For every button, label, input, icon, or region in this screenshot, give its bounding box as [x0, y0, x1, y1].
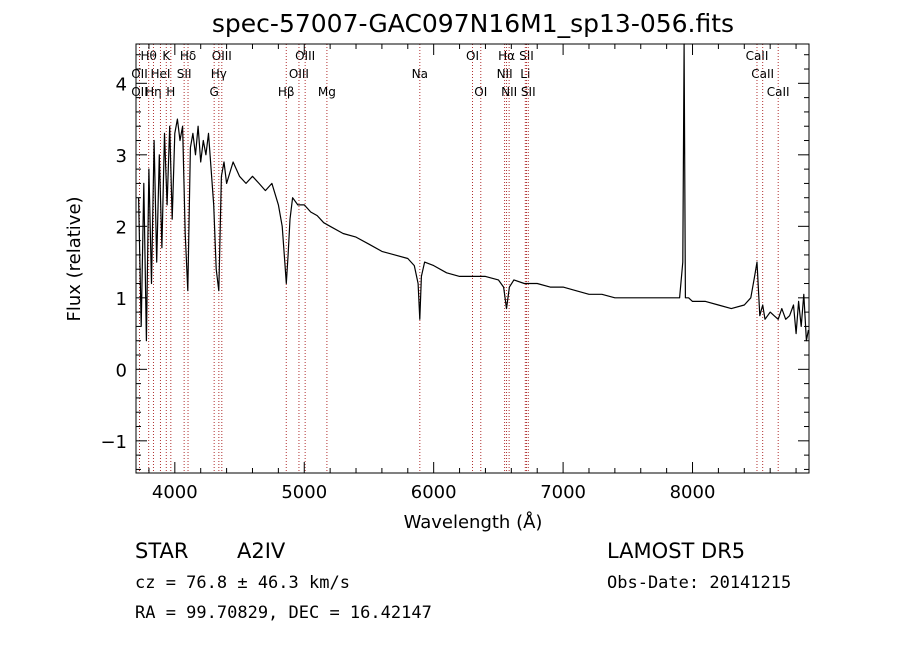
redshift-cz: cz = 76.8 ± 46.3 km/s [135, 573, 350, 593]
y-tick-label: 1 [116, 289, 127, 310]
line-marker-label: Mg [318, 85, 336, 99]
x-tick-label: 4000 [152, 482, 198, 503]
object-subclass: A2IV [237, 539, 286, 563]
observation-date: Obs-Date: 20141215 [607, 573, 792, 593]
line-marker-label: HeI [150, 67, 170, 81]
chart-title: spec-57007-GAC097N16M1_sp13-056.fits [212, 9, 734, 38]
x-tick-label: 7000 [540, 482, 586, 503]
x-axis-label: Wavelength (Å) [404, 511, 543, 533]
line-marker-label: OIII [295, 49, 315, 63]
survey-name: LAMOST DR5 [607, 539, 746, 563]
y-tick-label: 3 [116, 146, 127, 167]
object-class: STAR [135, 539, 189, 563]
line-marker-label: CaII [767, 85, 790, 99]
line-marker-label: Li [520, 67, 530, 81]
y-tick-label: −1 [100, 432, 127, 453]
line-marker-label: K [162, 49, 171, 63]
line-marker-label: NII [501, 85, 517, 99]
line-marker-label: CaII [746, 49, 769, 63]
line-marker-label: SII [521, 85, 536, 99]
line-marker-label: OI [474, 85, 487, 99]
line-marker-label: Hγ [211, 67, 227, 81]
line-marker-label: OIII [289, 67, 309, 81]
y-axis-label: Flux (relative) [64, 196, 85, 321]
line-marker-label: OIII [212, 49, 232, 63]
line-marker-label: CaII [751, 67, 774, 81]
x-tick-label: 6000 [411, 482, 457, 503]
coordinates: RA = 99.70829, DEC = 16.42147 [135, 603, 432, 623]
line-marker-label: Hδ [180, 49, 196, 63]
line-marker-label: SII [519, 49, 534, 63]
plot-frame [135, 43, 810, 474]
line-marker-label: Hθ [140, 49, 156, 63]
line-marker-label: G [210, 85, 219, 99]
x-tick-label: 8000 [670, 482, 716, 503]
line-marker-label: NII [497, 67, 513, 81]
y-tick-label: 2 [116, 217, 127, 238]
line-marker-label: OI [466, 49, 479, 63]
line-marker-label: Na [412, 67, 428, 81]
line-marker-label: H [166, 85, 175, 99]
y-tick-label: 4 [116, 74, 127, 95]
line-marker-label: SII [177, 67, 192, 81]
y-tick-label: 0 [116, 360, 127, 381]
line-marker-label: Hη [145, 85, 162, 99]
line-marker-label: Hβ [278, 85, 295, 99]
axis-ticks: 4000 5000 6000 7000 8000 −1 0 1 2 3 4 [100, 44, 809, 503]
spectrum-series [138, 43, 809, 342]
line-marker-label: OII [131, 85, 148, 99]
x-tick-label: 5000 [281, 482, 327, 503]
spectrum-line [138, 43, 809, 342]
line-marker-label: Hα [498, 49, 515, 63]
